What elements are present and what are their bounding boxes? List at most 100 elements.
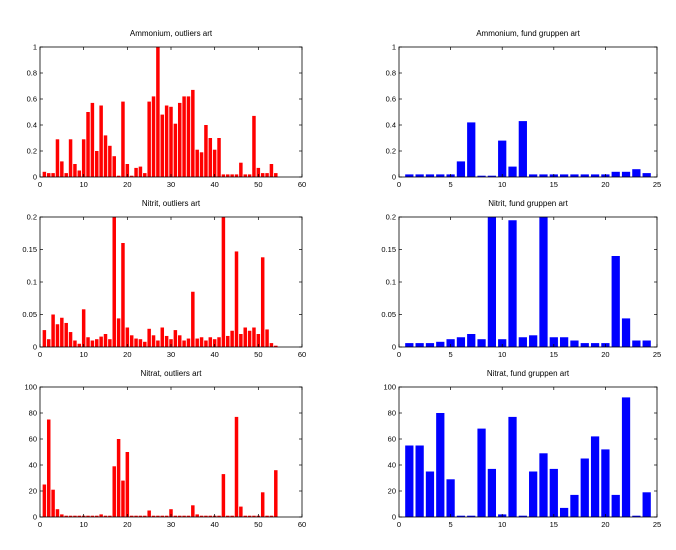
bar [112, 217, 116, 347]
bar [199, 152, 204, 177]
bar [260, 492, 265, 517]
bar [467, 515, 476, 517]
bar [529, 335, 538, 347]
bar [191, 89, 195, 177]
bar [68, 139, 73, 177]
x-tick-label: 40 [210, 520, 218, 529]
bar [467, 334, 476, 347]
bar [580, 343, 589, 347]
chart-panel-5: 0 10 20 30 40 50 60 0 20 40 60 80 100 Nitrat, outlier… [24, 369, 306, 529]
y-tick-label: 0 [33, 343, 37, 352]
x-tick-label: 15 [550, 520, 558, 529]
bar [487, 175, 497, 177]
x-tick-label: 20 [601, 350, 609, 359]
bar [621, 318, 631, 347]
y-tick-label: 0 [392, 513, 396, 522]
plot-area [399, 47, 657, 177]
y-tick-label: 0.4 [386, 121, 396, 130]
bar [191, 291, 195, 347]
bar [173, 123, 178, 177]
y-tick-label: 80 [29, 409, 37, 418]
bar [81, 309, 86, 347]
bar [549, 468, 558, 517]
bar [265, 515, 269, 517]
bar [260, 257, 265, 347]
bar [42, 171, 47, 177]
chart-title: Nitrat, fund gruppen art [487, 369, 570, 378]
bar [611, 256, 620, 347]
bar [274, 173, 278, 177]
bar [446, 479, 455, 517]
bar [234, 174, 239, 177]
bar [90, 340, 95, 347]
y-tick-label: 0 [33, 173, 37, 182]
bar [611, 494, 620, 517]
bar [95, 515, 99, 517]
chart-title: Nitrat, outliers art [141, 369, 203, 378]
bar [208, 515, 213, 517]
x-tick-label: 0 [38, 520, 42, 529]
bar [60, 161, 64, 177]
bar [112, 156, 116, 177]
bar [518, 515, 527, 517]
bar [195, 514, 199, 517]
bar [95, 151, 99, 177]
y-tick-label: 40 [388, 461, 396, 470]
bar [518, 337, 527, 347]
chart-title: Ammonium, fund gruppen art [476, 29, 580, 38]
bar [191, 505, 195, 517]
x-tick-label: 60 [298, 180, 306, 189]
bar [147, 510, 151, 517]
bar [642, 492, 651, 517]
bar [405, 343, 414, 347]
bar [590, 343, 600, 347]
bar [230, 174, 234, 177]
bar [73, 340, 77, 347]
bar [90, 515, 95, 517]
bar [487, 468, 497, 517]
bar [103, 515, 108, 517]
bar [221, 474, 226, 517]
bar [42, 330, 47, 347]
bar [164, 515, 169, 517]
bar [177, 102, 182, 177]
x-tick-label: 30 [167, 180, 175, 189]
x-tick-label: 0 [397, 520, 401, 529]
x-tick-label: 60 [298, 350, 306, 359]
bar [116, 318, 121, 347]
y-tick-label: 0.8 [27, 69, 37, 78]
chart-title: Ammonium, outliers art [130, 29, 213, 38]
bar [217, 337, 221, 347]
bar [217, 515, 221, 517]
bar [182, 96, 186, 177]
bar [234, 251, 239, 347]
y-tick-label: 0.2 [386, 213, 396, 222]
bar [77, 343, 82, 347]
bar [221, 174, 226, 177]
bar [46, 339, 51, 347]
x-tick-label: 20 [123, 350, 131, 359]
x-tick-label: 30 [167, 350, 175, 359]
bar [539, 217, 548, 347]
bar [151, 96, 156, 177]
x-tick-label: 10 [498, 520, 506, 529]
bar [632, 169, 641, 177]
y-tick-label: 0.15 [22, 245, 37, 254]
y-tick-label: 20 [388, 487, 396, 496]
bar [265, 173, 269, 177]
bar [221, 217, 226, 347]
bar [230, 330, 234, 347]
bar [274, 345, 278, 347]
bar [134, 338, 138, 347]
bar [156, 340, 160, 347]
bar [68, 515, 73, 517]
x-tick-label: 20 [601, 180, 609, 189]
bar [243, 327, 247, 347]
bar [405, 445, 414, 517]
bar [147, 328, 151, 347]
chart-panel-2: 0 5 10 15 20 25 0 0.2 0.4 0.6 0.8 1 Ammonium, fund g… [386, 29, 662, 189]
bar [138, 339, 143, 347]
bar [129, 515, 134, 517]
plot-area [40, 387, 302, 517]
bar-series [42, 217, 278, 347]
